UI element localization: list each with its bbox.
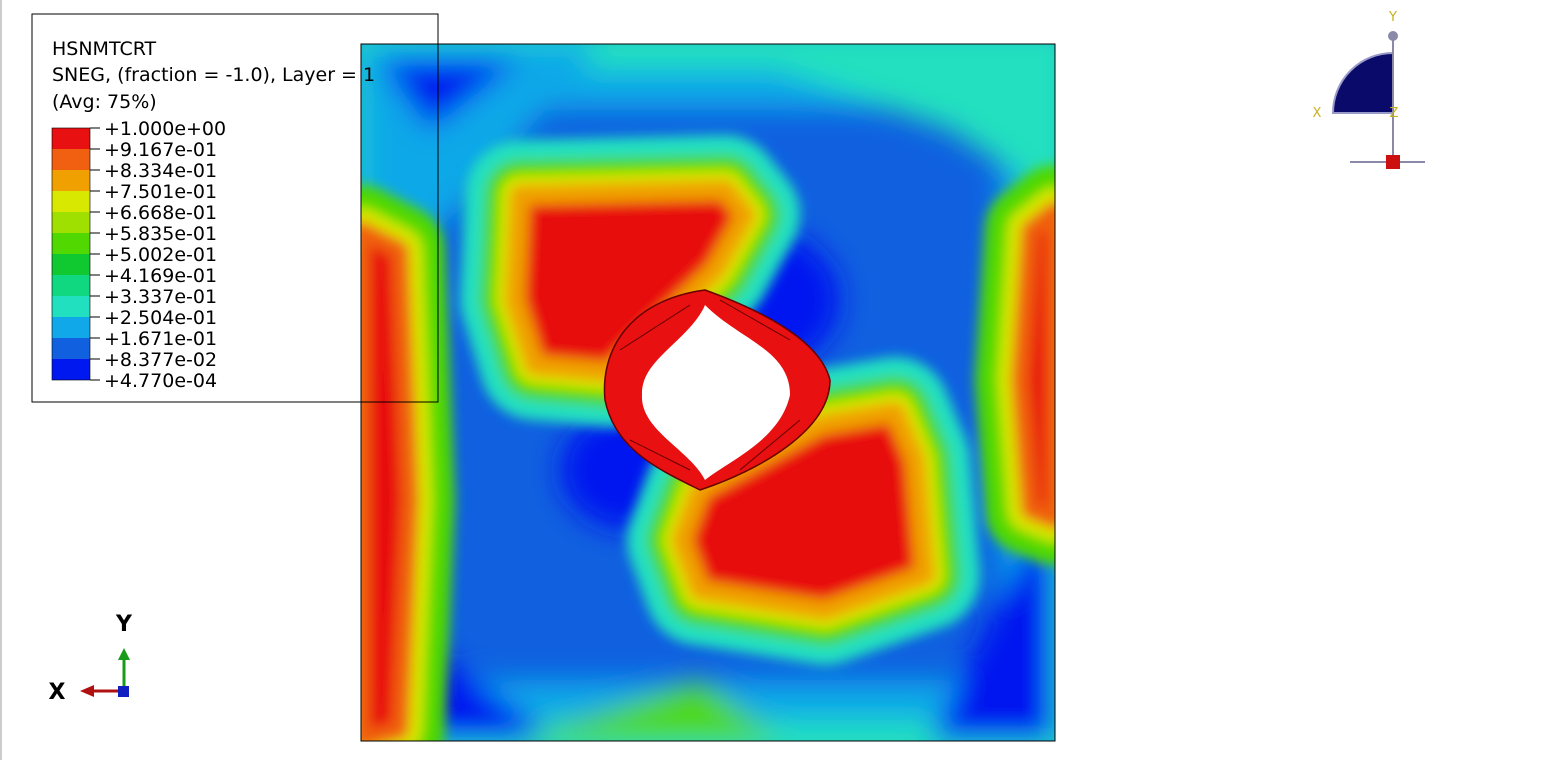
legend-level: +4.169e-01 xyxy=(104,265,217,287)
legend-level: +4.770e-04 xyxy=(104,370,217,392)
legend-swatch xyxy=(52,338,90,359)
contour-plot xyxy=(361,44,1055,741)
plate-border xyxy=(360,43,1056,742)
triad-x-label: X xyxy=(49,680,66,705)
legend-swatch xyxy=(52,296,90,317)
legend-swatch xyxy=(52,128,90,149)
legend-swatch xyxy=(52,254,90,275)
legend-level: +1.000e+00 xyxy=(104,118,226,140)
legend-swatch xyxy=(52,317,90,338)
legend-level: +5.002e-01 xyxy=(104,244,217,266)
view-z-label: Z xyxy=(1390,106,1399,121)
legend-swatch xyxy=(52,212,90,233)
legend-swatch xyxy=(52,233,90,254)
triad: Y X xyxy=(49,612,134,705)
legend-swatch xyxy=(52,149,90,170)
legend-level: +8.334e-01 xyxy=(104,160,217,182)
legend-level: +1.671e-01 xyxy=(104,328,217,350)
legend-level: +6.668e-01 xyxy=(104,202,217,224)
legend-level: +3.337e-01 xyxy=(104,286,217,308)
legend-level: +8.377e-02 xyxy=(104,349,217,371)
triad-y-label: Y xyxy=(115,612,133,637)
legend: HSNMTCRT SNEG, (fraction = -1.0), Layer … xyxy=(51,38,375,392)
legend-swatch xyxy=(52,275,90,296)
legend-level: +5.835e-01 xyxy=(104,223,217,245)
legend-level: +9.167e-01 xyxy=(104,139,217,161)
legend-swatch xyxy=(52,359,90,380)
legend-subtitle: SNEG, (fraction = -1.0), Layer = 1 xyxy=(52,64,375,86)
legend-level: +2.504e-01 xyxy=(104,307,217,329)
view-y-label: Y xyxy=(1388,10,1397,25)
legend-swatch xyxy=(52,170,90,191)
legend-average: (Avg: 75%) xyxy=(52,91,157,113)
legend-box xyxy=(31,13,439,403)
legend-swatch xyxy=(52,191,90,212)
legend-title: HSNMTCRT xyxy=(52,38,157,60)
legend-level: +7.501e-01 xyxy=(104,181,217,203)
view-x-label: X xyxy=(1313,106,1322,121)
view-cube: Y X Z xyxy=(1313,10,1425,169)
